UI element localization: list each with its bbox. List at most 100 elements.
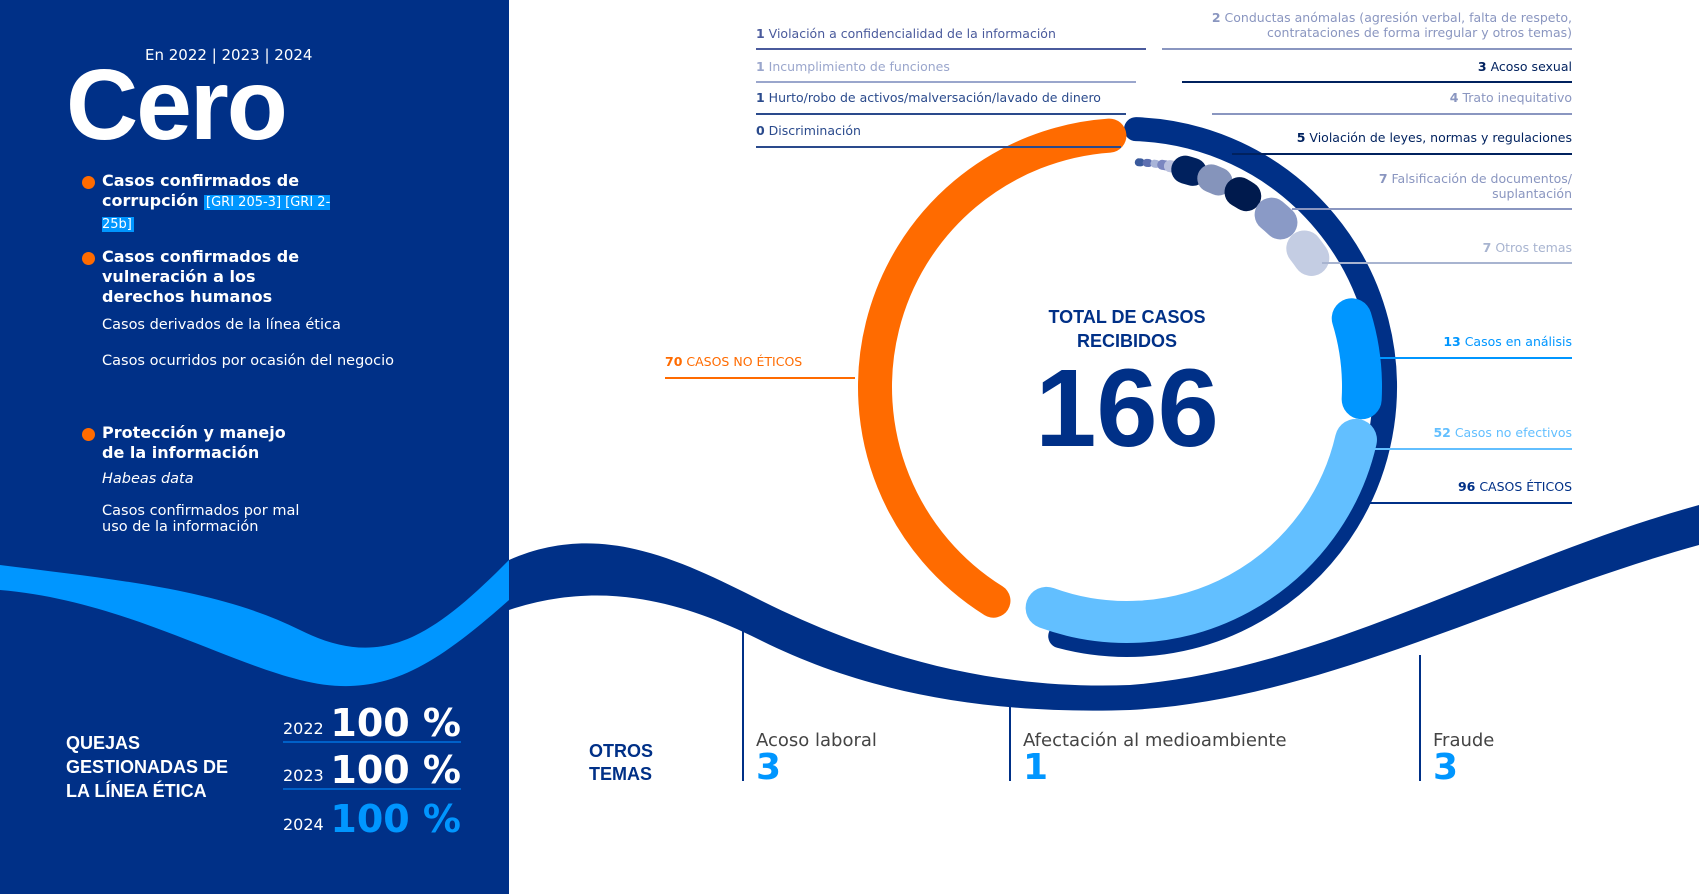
percent: 100 % (330, 748, 461, 792)
label-count: 1 (756, 90, 765, 105)
label-text: CASOS NO ÉTICOS (682, 354, 803, 369)
chart-label: 5 Violación de leyes, normas y regulacio… (1297, 130, 1572, 145)
chart-label: 1 Violación a confidencialidad de la inf… (756, 26, 1056, 41)
label-count: 3 (1477, 59, 1487, 74)
label-count: 5 (1296, 130, 1306, 145)
label-count: 2 (1211, 10, 1221, 25)
leader-line (1162, 48, 1572, 50)
leader-line (1292, 208, 1572, 210)
chart-label: 70 CASOS NO ÉTICOS (665, 354, 802, 369)
leader-line (756, 146, 1121, 148)
left-panel (0, 0, 509, 894)
chart-label: 96 CASOS ÉTICOS (1458, 479, 1572, 494)
year: 2022 (283, 719, 324, 738)
leader-line (1372, 448, 1572, 450)
label-count: 7 (1482, 240, 1492, 255)
label-count: 52 (1433, 425, 1451, 440)
label-count: 1 (756, 59, 765, 74)
arc-segment-10 (1331, 298, 1382, 420)
arc-segment-8 (1254, 197, 1298, 240)
item-informacion: Protección y manejo de la información Ha… (82, 423, 302, 535)
left-light-wave (0, 560, 509, 687)
otros-title: OTROS TEMAS (589, 741, 654, 784)
bullet-icon (82, 252, 95, 265)
quejas-title: QUEJAS GESTIONADAS DE LA LÍNEA ÉTICA (66, 733, 229, 801)
otros-label: Acoso laboral (756, 730, 877, 751)
label-text: Trato inequitativo (1458, 90, 1572, 105)
item-heading: Protección y manejo de la información (102, 423, 286, 462)
label-text: Conductas anómalas (agresión verbal, fal… (1220, 10, 1572, 40)
label-count: 4 (1449, 90, 1459, 105)
label-count: 1 (756, 26, 765, 41)
label-count: 96 (1457, 479, 1476, 494)
otros-item: Fraude 3 (1433, 730, 1495, 788)
years-label: En 2022 | 2023 | 2024 (145, 46, 313, 64)
divider (1419, 655, 1421, 781)
leader-line (665, 377, 855, 379)
chart-label: 3 Acoso sexual (1478, 59, 1572, 74)
otros-item: Afectación al medioambiente 1 (1023, 730, 1287, 788)
label-text: CASOS ÉTICOS (1475, 479, 1572, 494)
chart-total: 166 (1035, 347, 1219, 470)
leader-line (756, 81, 1136, 83)
chart-label: 0 Discriminación (756, 123, 861, 138)
quejas-row: 2023 100 % (283, 744, 461, 792)
leader-line (1322, 262, 1572, 264)
bullet-icon (82, 176, 95, 189)
label-text: Falsificación de documentos/ suplantació… (1387, 171, 1573, 201)
cero-title: Cero (66, 49, 288, 161)
otros-label: Afectación al medioambiente (1023, 730, 1287, 751)
arc-segment-9 (1286, 230, 1330, 276)
arc-casos-eticos (1048, 117, 1397, 657)
otros-value: 3 (1433, 747, 1459, 788)
chart-label: 13 Casos en análisis (1443, 334, 1572, 349)
leader-line (1212, 113, 1572, 115)
label-text: Violación a confidencialidad de la infor… (764, 26, 1056, 41)
year: 2024 (283, 815, 324, 834)
bullet-icon (82, 428, 95, 441)
year: 2023 (283, 766, 324, 785)
leader-line (1362, 502, 1572, 504)
percent: 100 % (330, 797, 461, 841)
item-heading: Casos confirmados de corrupción (102, 171, 300, 210)
chart-label: 1 Hurto/robo de activos/malversación/lav… (756, 90, 1101, 105)
otros-item: Acoso laboral 3 (756, 730, 877, 788)
arc-segment-6 (1197, 164, 1233, 196)
label-count: 70 (665, 354, 683, 369)
chart-title: TOTAL DE CASOS RECIBIDOS (1048, 307, 1206, 351)
quejas-row: 2024 100 % (283, 791, 461, 841)
arc-segment-7 (1224, 177, 1262, 212)
leader-line (756, 113, 1126, 115)
item-corrupcion: Casos confirmados de corrupción [GRI 205… (82, 171, 362, 235)
label-count: 7 (1378, 171, 1388, 186)
arc-segment-5 (1171, 155, 1207, 186)
otros-value: 1 (1023, 747, 1049, 788)
label-count: 0 (756, 123, 765, 138)
divider (1009, 700, 1011, 781)
leader-line (1182, 81, 1572, 83)
item-heading: Casos confirmados de vulneración a los d… (102, 247, 300, 306)
label-text: Violación de leyes, normas y regulacione… (1305, 130, 1572, 145)
chart-label: 7 Falsificación de documentos/ suplantac… (1352, 171, 1572, 201)
label-text: Acoso sexual (1486, 59, 1572, 74)
label-text: Casos en análisis (1460, 334, 1572, 349)
label-text: Otros temas (1491, 240, 1572, 255)
label-text: Discriminación (764, 123, 861, 138)
arc-segment-11 (1025, 418, 1377, 643)
item-sub: Habeas data (102, 471, 194, 487)
item-sub: Casos ocurridos por ocasión del negocio (102, 353, 395, 369)
otros-label: Fraude (1433, 730, 1495, 751)
percent: 100 % (330, 701, 461, 745)
chart-label: 1 Incumplimiento de funciones (756, 59, 950, 74)
otros-value: 3 (756, 747, 782, 788)
item-sub: Casos derivados de la línea ética (102, 317, 341, 333)
label-count: 13 (1443, 334, 1461, 349)
leader-line (1372, 357, 1572, 359)
chart-label: 52 Casos no efectivos (1433, 425, 1572, 440)
item-derechos: Casos confirmados de vulneración a los d… (82, 247, 394, 369)
chart-label: 2 Conductas anómalas (agresión verbal, f… (1182, 10, 1572, 40)
arc-casos-no-eticos (858, 118, 1127, 618)
label-text: Hurto/robo de activos/malversación/lavad… (764, 90, 1101, 105)
chart-label: 4 Trato inequitativo (1450, 90, 1572, 105)
